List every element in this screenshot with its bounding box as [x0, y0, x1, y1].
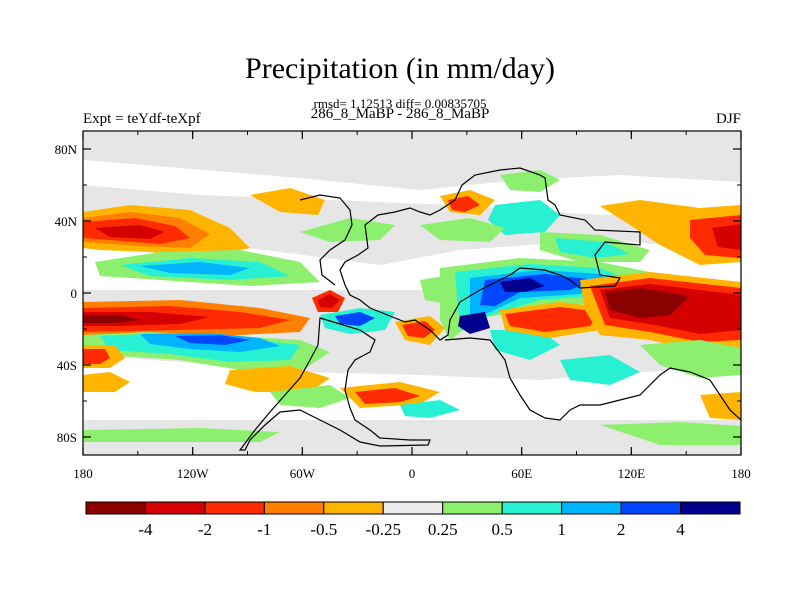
map-panel [82, 130, 742, 456]
colorbar: -4 -2 -1 -0.5 -0.25 0.25 0.5 1 2 4 [85, 501, 741, 539]
anomaly-cyan-se2 [400, 400, 460, 418]
anomaly-green-antarctic [83, 428, 280, 442]
colorbar-swatch [442, 501, 503, 515]
coastlines [238, 167, 741, 451]
anomaly-navy-io2 [458, 312, 490, 334]
lat-tick-label: 0 [71, 286, 78, 301]
anomaly-blue-sh [175, 335, 250, 345]
longitude-axis: 180 120W 60W 0 60E 120E 180 [73, 131, 751, 481]
south-america-outline [238, 317, 431, 451]
plot-title: Precipitation (in mm/day) [245, 52, 555, 85]
anomaly-red-sh [83, 349, 110, 364]
anomaly-lightblue [140, 262, 250, 275]
americas-outline [339, 167, 641, 341]
colorbar-label: -2 [198, 520, 212, 539]
colorbar-label: 4 [676, 520, 685, 539]
white-zone [83, 160, 741, 215]
anomaly-red-africa [402, 321, 435, 338]
colorbar-swatch [620, 501, 682, 515]
anomaly-darkred [95, 225, 165, 239]
anomaly-orange-se [700, 392, 741, 420]
colorbar-swatch [204, 501, 265, 515]
lon-tick-label: 60W [290, 466, 316, 481]
colorbar-swatch [144, 501, 206, 515]
case-line: 286_8_MaBP - 286_8_MaBP [310, 106, 490, 122]
anomaly-blue-atl [335, 312, 375, 326]
lon-tick-label: 120W [177, 466, 210, 481]
lon-tick-label: 120E [618, 466, 646, 481]
anomaly-green-eurasia2 [500, 170, 560, 192]
anomaly-cyan-eurasia [488, 200, 560, 235]
season-label: DJF [715, 111, 741, 127]
anomaly-red-southatl [355, 388, 420, 404]
colorbar-swatch [263, 501, 325, 515]
anomaly-green-nh2 [300, 218, 395, 242]
colorbar-label: 2 [617, 520, 626, 539]
colorbar-label: -0.5 [310, 520, 337, 539]
colorbar-swatch [561, 501, 622, 515]
lon-tick-label: 0 [409, 466, 416, 481]
anomaly-green-antarctic2 [600, 422, 741, 445]
anomaly-green-eurasia [420, 218, 505, 242]
anomaly-darkest-wp [605, 288, 690, 318]
anomaly-green-sh3 [270, 385, 350, 408]
anomaly-cyan-se [560, 355, 640, 385]
anomaly-orange-sh2 [83, 372, 130, 392]
colorbar-swatch [85, 501, 146, 515]
anomaly-navy-io [500, 278, 545, 292]
anomaly-orange-pacific [250, 188, 325, 215]
lat-tick-label: 40S [57, 358, 77, 373]
lon-tick-label: 180 [73, 466, 93, 481]
lon-tick-label: 180 [731, 466, 751, 481]
colorbar-label: 0.5 [492, 520, 513, 539]
colorbar-label: -4 [138, 520, 153, 539]
colorbar-swatch [680, 501, 741, 515]
colorbar-swatch [382, 501, 444, 515]
colorbar-label: 0.25 [428, 520, 458, 539]
anomaly-red-eurasia [448, 196, 480, 212]
anomaly-darkred-atl [318, 294, 340, 308]
anomaly-orange-sh3 [225, 366, 330, 392]
africa-outline [444, 337, 741, 421]
anomaly-darkest-trop [83, 315, 140, 323]
anomaly-red-io [505, 307, 600, 332]
lon-tick-label: 60E [511, 466, 532, 481]
lat-tick-label: 40N [55, 214, 78, 229]
coast-segment [299, 194, 353, 286]
lat-tick-label: 80S [57, 430, 77, 445]
colorbar-label: -0.25 [366, 520, 401, 539]
stats-line: rmsd= 1.12513 diff= 0.00835705 [313, 96, 487, 111]
anomaly-darkred-east [712, 224, 741, 250]
colorbar-swatch [323, 501, 384, 515]
anomaly-cyan-east [555, 238, 630, 258]
colorbar-label: -1 [257, 520, 271, 539]
lat-tick-label: 80N [55, 142, 78, 157]
colorbar-label: 1 [557, 520, 566, 539]
latitude-axis: 80N 40N 0 40S 80S [55, 142, 741, 445]
anomaly-cyan-io2 [490, 330, 560, 360]
anomaly-green-wp [640, 340, 741, 378]
colorbar-swatch [501, 501, 563, 515]
experiment-label: Expt = teYdf-teXpf [83, 111, 201, 127]
